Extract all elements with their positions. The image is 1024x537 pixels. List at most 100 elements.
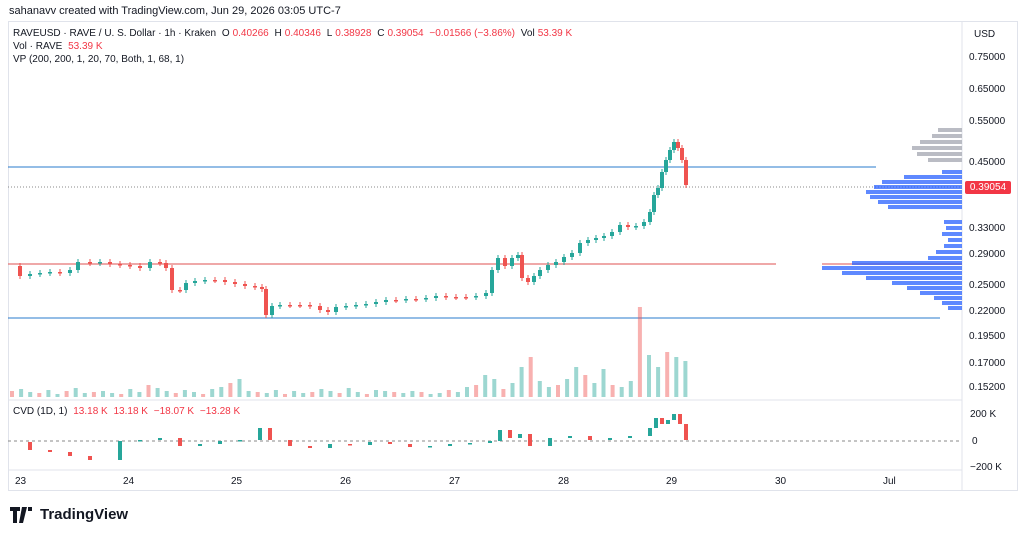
cvd-candle bbox=[448, 444, 452, 446]
volume-bar bbox=[101, 391, 105, 397]
cvd-candle bbox=[678, 414, 682, 424]
volume-bar bbox=[483, 375, 488, 397]
cvd-legend[interactable]: CVD (1D, 1) 13.18 K 13.18 K −18.07 K −13… bbox=[13, 406, 243, 417]
cvd-label[interactable]: CVD (1D, 1) bbox=[13, 406, 68, 417]
candle-body bbox=[374, 302, 378, 304]
volume-legend[interactable]: Vol · RAVE 53.39 K bbox=[13, 41, 106, 52]
volume-bar bbox=[674, 357, 679, 397]
candle-body bbox=[48, 272, 52, 274]
time-label-30: 30 bbox=[775, 476, 787, 487]
volume-bar bbox=[73, 388, 78, 397]
symbol-legend[interactable]: RAVEUSD · RAVE / U. S. Dollar · 1h · Kra… bbox=[13, 28, 575, 39]
candle-body bbox=[538, 270, 542, 276]
volume-bar bbox=[91, 392, 96, 397]
volume-profile-row bbox=[928, 158, 962, 162]
volume-profile-legend[interactable]: VP (200, 200, 1, 20, 70, Both, 1, 68, 1) bbox=[13, 54, 187, 65]
candle-body bbox=[28, 274, 32, 276]
volume-profile-row bbox=[878, 200, 962, 204]
candle-body bbox=[170, 268, 174, 290]
candle-body bbox=[554, 262, 558, 265]
cvd-candle bbox=[672, 414, 676, 420]
volume-bar bbox=[428, 394, 433, 397]
volume-bar bbox=[374, 390, 378, 397]
candle-body bbox=[520, 255, 524, 278]
volume-profile-row bbox=[842, 271, 962, 275]
cvd-candle bbox=[258, 428, 262, 440]
volume-bar bbox=[537, 381, 542, 397]
volume-profile-label[interactable]: VP (200, 200, 1, 20, 70, Both, 1, 68, 1) bbox=[13, 54, 185, 65]
cvd-value-3: −18.07 K bbox=[153, 406, 195, 417]
volume-bar bbox=[173, 393, 178, 397]
cvd-candle bbox=[408, 444, 412, 447]
candle-body bbox=[570, 253, 574, 257]
candle-body bbox=[298, 305, 302, 307]
volume-bar bbox=[210, 389, 215, 397]
volume-bar bbox=[346, 388, 351, 397]
cvd-candle bbox=[268, 428, 272, 440]
candle-body bbox=[656, 188, 660, 195]
volume-bar bbox=[556, 385, 560, 397]
volume-bar bbox=[364, 394, 369, 397]
cvd-candle bbox=[28, 442, 32, 450]
candle-body bbox=[68, 270, 72, 273]
candle-body bbox=[474, 296, 478, 298]
volume-profile-row bbox=[932, 134, 962, 138]
volume-bar bbox=[82, 393, 87, 397]
candle-body bbox=[334, 307, 338, 312]
volume-profile-row bbox=[942, 170, 962, 174]
cvd-candle bbox=[498, 430, 502, 441]
volume-bar bbox=[119, 394, 124, 397]
volume-bar bbox=[392, 392, 397, 397]
volume-bar bbox=[46, 390, 51, 397]
volume-profile-row bbox=[852, 261, 962, 265]
volume-study-label[interactable]: Vol · RAVE bbox=[13, 41, 63, 52]
cvd-candle bbox=[118, 441, 122, 460]
volume-profile-row bbox=[920, 291, 962, 295]
price-tick: 0.22000 bbox=[969, 306, 1006, 317]
time-label-25: 25 bbox=[231, 476, 243, 487]
cvd-candle bbox=[608, 438, 612, 440]
cvd-candle bbox=[528, 434, 532, 446]
volume-bar bbox=[328, 391, 333, 397]
cvd-candle bbox=[68, 452, 72, 456]
volume-label: Vol bbox=[520, 28, 535, 39]
volume-bar bbox=[474, 385, 479, 397]
tradingview-logo[interactable]: TradingView bbox=[10, 506, 128, 523]
candle-body bbox=[233, 282, 237, 284]
candle-body bbox=[384, 300, 388, 302]
cvd-candle bbox=[158, 438, 162, 440]
candle-body bbox=[270, 306, 274, 315]
candle-body bbox=[213, 280, 217, 282]
cvd-candle bbox=[368, 442, 372, 445]
candle-body bbox=[344, 306, 348, 308]
volume-bar bbox=[319, 389, 324, 397]
tradingview-logo-icon bbox=[10, 506, 32, 523]
cvd-candle bbox=[328, 444, 332, 448]
volume-bar bbox=[419, 392, 424, 397]
ohlc-change: −0.01566 (−3.86%) bbox=[429, 28, 515, 39]
volume-bar bbox=[574, 367, 579, 397]
cvd-value-1: 13.18 K bbox=[73, 406, 108, 417]
candle-body bbox=[260, 287, 264, 289]
volume-bar bbox=[164, 391, 169, 397]
currency-label[interactable]: USD bbox=[974, 29, 996, 40]
volume-profile-row bbox=[938, 128, 962, 132]
candle-body bbox=[164, 263, 168, 268]
candle-body bbox=[532, 276, 536, 282]
candle-body bbox=[562, 257, 566, 262]
price-tick: 0.25000 bbox=[969, 280, 1006, 291]
volume-bar bbox=[255, 392, 260, 397]
candle-body bbox=[148, 262, 152, 268]
volume-bar bbox=[301, 393, 306, 397]
candle-body bbox=[496, 258, 500, 270]
volume-profile-row bbox=[888, 205, 962, 209]
symbol-title[interactable]: RAVEUSD · RAVE / U. S. Dollar · 1h · Kra… bbox=[13, 28, 217, 39]
candle-body bbox=[516, 255, 520, 258]
volume-bar bbox=[656, 367, 661, 397]
candle-body bbox=[203, 280, 207, 282]
cvd-candle bbox=[468, 443, 472, 445]
candle-body bbox=[278, 305, 282, 307]
chart-frame bbox=[8, 21, 1018, 491]
volume-bar bbox=[201, 394, 206, 397]
